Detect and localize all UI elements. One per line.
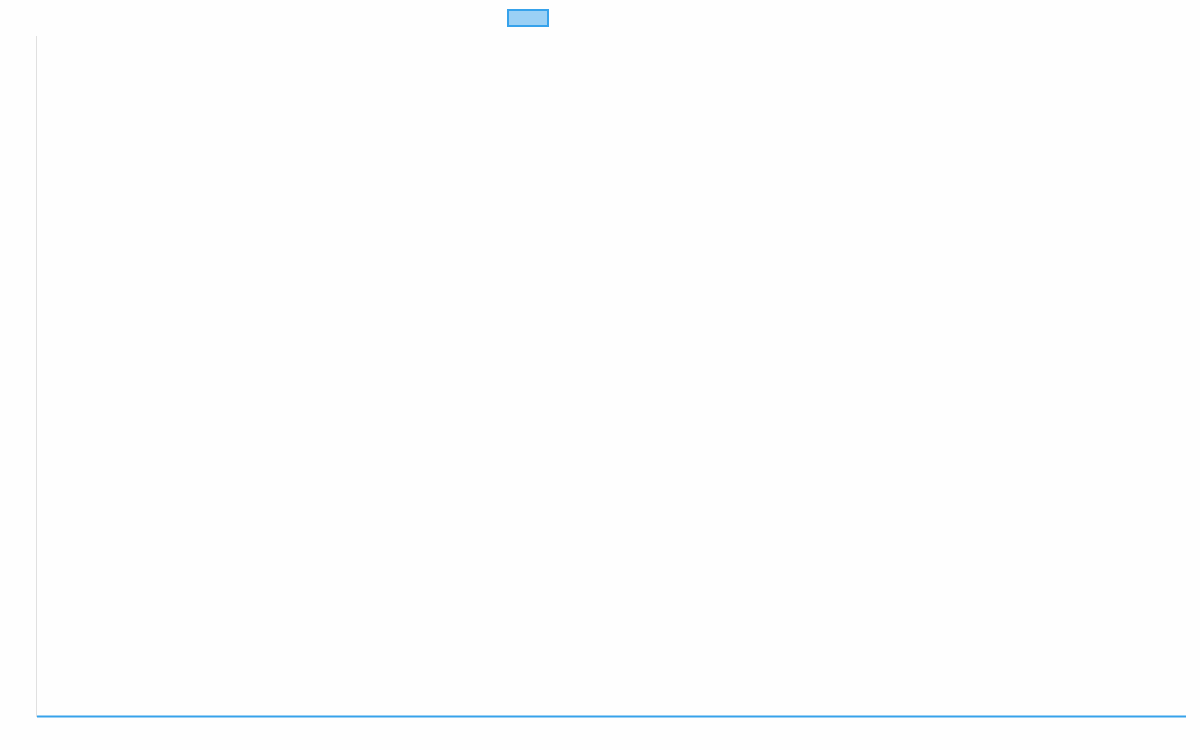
legend[interactable] (507, 9, 549, 27)
legend-swatch[interactable] (507, 9, 549, 27)
